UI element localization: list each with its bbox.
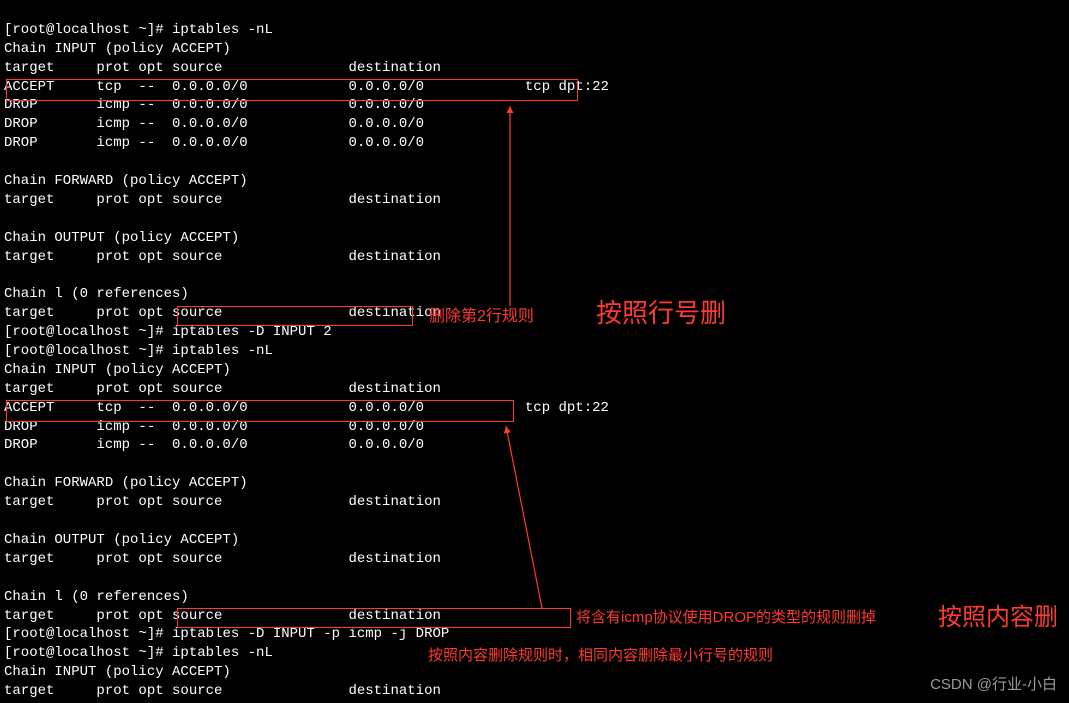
highlight-box-delete-cmd xyxy=(177,306,413,326)
annotation-by-content: 按照内容删 xyxy=(938,602,1058,634)
line-chain-input2: Chain INPUT (policy ACCEPT) xyxy=(4,362,231,378)
terminal-output: [root@localhost ~]# iptables -nL Chain I… xyxy=(0,0,1069,703)
line-prompt5: [root@localhost ~]# iptables -nL xyxy=(4,645,273,661)
line-rule-drop1b: DROP icmp -- 0.0.0.0/0 0.0.0.0/0 xyxy=(4,116,424,132)
line-chain-output1: Chain OUTPUT (policy ACCEPT) xyxy=(4,230,239,246)
line-blank1 xyxy=(4,154,12,170)
line-header2: target prot opt source destination xyxy=(4,192,441,208)
line-blank3 xyxy=(4,267,12,283)
highlight-box-drop-row2 xyxy=(6,400,514,422)
line-chain-l2: Chain l (0 references) xyxy=(4,589,189,605)
line-blank5 xyxy=(4,513,12,529)
highlight-box-drop-row1 xyxy=(6,79,578,101)
annotation-by-line-number: 按照行号删 xyxy=(596,296,726,331)
line-chain-forward1: Chain FORWARD (policy ACCEPT) xyxy=(4,173,248,189)
line-chain-output2: Chain OUTPUT (policy ACCEPT) xyxy=(4,532,239,548)
line-header6: target prot opt source destination xyxy=(4,494,441,510)
annotation-content-delete-rule: 按照内容删除规则时，相同内容删除最小行号的规则 xyxy=(428,646,773,666)
line-rule-drop1c: DROP icmp -- 0.0.0.0/0 0.0.0.0/0 xyxy=(4,135,424,151)
line-prompt4: [root@localhost ~]# iptables -D INPUT -p… xyxy=(4,626,449,642)
line-chain-l1: Chain l (0 references) xyxy=(4,286,189,302)
line-chain-input1: Chain INPUT (policy ACCEPT) xyxy=(4,41,231,57)
line-prompt3: [root@localhost ~]# iptables -nL xyxy=(4,343,273,359)
watermark: CSDN @行业-小白 xyxy=(930,675,1057,695)
line-header9: target prot opt source destination xyxy=(4,683,441,699)
highlight-box-delete-content-cmd xyxy=(177,608,571,628)
line-header3: target prot opt source destination xyxy=(4,249,441,265)
line-prompt2: [root@localhost ~]# iptables -D INPUT 2 xyxy=(4,324,332,340)
line-prompt1: [root@localhost ~]# iptables -nL xyxy=(4,22,273,38)
line-header5: target prot opt source destination xyxy=(4,381,441,397)
line-header1: target prot opt source destination xyxy=(4,60,441,76)
line-header7: target prot opt source destination xyxy=(4,551,441,567)
line-blank4 xyxy=(4,456,12,472)
line-chain-input3: Chain INPUT (policy ACCEPT) xyxy=(4,664,231,680)
line-chain-forward2: Chain FORWARD (policy ACCEPT) xyxy=(4,475,248,491)
line-blank2 xyxy=(4,211,12,227)
line-rule-drop2b: DROP icmp -- 0.0.0.0/0 0.0.0.0/0 xyxy=(4,437,424,453)
annotation-icmp-rule: 将含有icmp协议使用DROP的类型的规则删掉 xyxy=(576,608,876,628)
line-blank6 xyxy=(4,570,12,586)
annotation-delete-line2: 删除第2行规则 xyxy=(429,306,534,328)
